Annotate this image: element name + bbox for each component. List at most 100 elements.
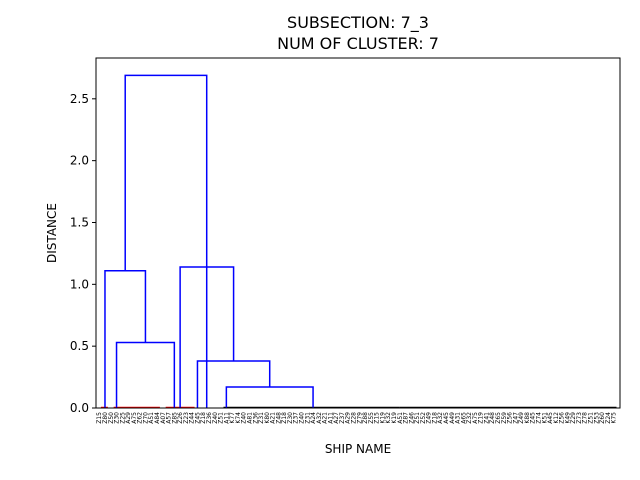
leaf-label: K88 [524,412,531,424]
chart-subtitle: NUM OF CLUSTER: 7 [277,34,439,53]
leaf-label: A32 [316,412,323,424]
leaf-label: Z65 [495,412,502,424]
leaf-label: Z30 [114,412,121,424]
x-axis-label: SHIP NAME [325,442,391,456]
leaf-label: Z19 [478,412,485,424]
leaf-label: A75 [472,412,479,424]
leaf-label: Z87 [403,412,410,424]
leaf-label: Z26 [177,412,184,424]
leaf-label: Z51 [588,412,595,424]
leaf-label: Z55 [368,412,375,424]
dendrogram-link [115,341,176,408]
leaf-label: Z40 [241,412,248,424]
leaf-label: Z49 [426,412,433,424]
leaf-label: Z53 [593,412,600,424]
leaf-label: A27 [333,412,340,424]
leaf-label: A84 [154,412,161,424]
leaf-label: Z78 [582,412,589,424]
plot-frame [95,57,621,409]
y-tick-label: 1.5 [70,215,89,229]
dendrogram-link [225,386,314,408]
leaf-label: Z47 [512,412,519,424]
leaf-label: Z15 [374,412,381,424]
leaf-label: K51 [541,412,548,424]
leaf-label: Z80 [102,412,109,424]
leaf-label: Z41 [483,412,490,424]
leaf-label: A51 [148,412,155,424]
y-tick-label: 0.5 [70,339,89,353]
leaf-label: Z51 [414,412,421,424]
leaf-label: K32 [385,412,392,424]
leaf-label: Z44 [189,412,196,424]
leaf-label: Z45 [530,412,537,424]
leaf-label: A31 [455,412,462,424]
leaf-label: Z48 [489,412,496,424]
leaf-label: Z18 [200,412,207,424]
leaf-label: K19 [391,412,398,424]
leaf-label: Z23 [183,412,190,424]
leaf-label: Z32 [466,412,473,424]
leaf-label: A75 [131,412,138,424]
y-axis: 0.0 0.5 1.0 1.5 2.0 2.5 [70,92,96,415]
leaf-label: Z25 [119,412,126,424]
leaf-label: Z50 [108,412,115,424]
leaf-label: A29 [345,412,352,424]
leaf-label: K19 [379,412,386,424]
dendrogram-link [104,269,147,408]
dendrogram-link [196,360,271,408]
leaf-label: A21 [322,412,329,424]
plot-area [100,74,617,409]
leaf-label: Z18 [431,412,438,424]
leaf-label: A45 [443,412,450,424]
leaf-label: Z56 [507,412,514,424]
leaf-label: Z60 [599,412,606,424]
leaf-label: A07 [160,412,167,424]
leaf-label: Z37 [293,412,300,424]
leaf-label: Z45 [194,412,201,424]
leaf-label: Z29 [570,412,577,424]
leaf-label: A65 [460,412,467,424]
leaf-label: Z30 [287,412,294,424]
leaf-label: A11 [327,412,334,424]
y-tick-label: 2.0 [70,154,89,168]
leaf-label: Z48 [275,412,282,424]
leaf-label: K77 [229,412,236,424]
leaf-label: Z62 [137,412,144,424]
y-tick-label: 2.5 [70,92,89,106]
leaf-label: Z28 [351,412,358,424]
chart-title: SUBSECTION: 7_3 [287,13,429,33]
leaf-label: Z15 [96,412,103,424]
leaf-label: Z49 [518,412,525,424]
leaf-label: A51 [397,412,404,424]
leaf-label: Z40 [212,412,219,424]
leaf-label: Z24 [605,412,612,424]
leaf-label: Z31 [258,412,265,424]
leaf-label: A29 [125,412,132,424]
leaf-label: Z31 [304,412,311,424]
y-tick-label: 0.0 [70,401,89,415]
leaf-label: Z56 [559,412,566,424]
leaf-label: Z36 [252,412,259,424]
leaf-label: Z73 [576,412,583,424]
leaf-label: Z79 [356,412,363,424]
leaf-label: Z36 [206,412,213,424]
leaf-label: Z70 [142,412,149,424]
dendrogram-link [124,74,208,408]
leaf-label: A11 [223,412,230,424]
leaf-label: Z46 [408,412,415,424]
leaf-label: A45 [547,412,554,424]
leaf-label: Z59 [501,412,508,424]
leaf-label: Z40 [299,412,306,424]
leaf-label: Z51 [218,412,225,424]
leaf-label: K80 [264,412,271,424]
leaf-label: A81 [246,412,253,424]
leaf-label: Z88 [362,412,369,424]
leaf-label: A24 [310,412,317,424]
y-tick-label: 1.0 [70,277,89,291]
leaf-label: Z18 [281,412,288,424]
leaf-label: A21 [270,412,277,424]
y-axis-label: DISTANCE [45,203,59,263]
leaf-label: Z52 [420,412,427,424]
leaf-label: K74 [235,412,242,424]
